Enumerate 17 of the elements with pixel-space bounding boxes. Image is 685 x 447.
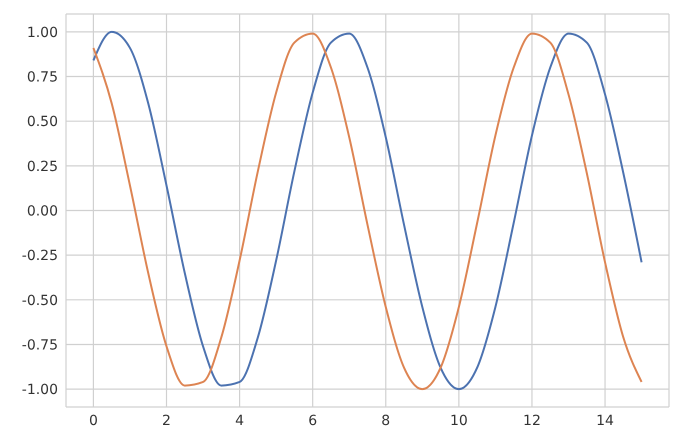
x-tick-label: 2 bbox=[162, 412, 171, 429]
x-tick-label: 0 bbox=[88, 412, 98, 429]
y-tick-label: -0.25 bbox=[22, 248, 58, 264]
x-tick-label: 8 bbox=[381, 412, 390, 429]
y-tick-label: 1.00 bbox=[26, 24, 58, 41]
y-tick-label: -0.50 bbox=[22, 292, 58, 309]
x-tick-label: 14 bbox=[596, 412, 614, 429]
y-tick-label: 0.75 bbox=[26, 69, 58, 86]
y-tick-label: -0.75 bbox=[22, 337, 58, 354]
y-tick-label: 0.25 bbox=[26, 158, 58, 175]
x-tick-label: 6 bbox=[308, 412, 318, 429]
x-tick-label: 10 bbox=[450, 412, 468, 429]
y-tick-label: 0.00 bbox=[26, 203, 58, 220]
y-tick-label: -1.00 bbox=[22, 382, 58, 398]
y-tick-label: 0.50 bbox=[26, 114, 58, 130]
x-tick-label: 4 bbox=[235, 412, 244, 429]
x-tick-label: 12 bbox=[523, 412, 541, 429]
